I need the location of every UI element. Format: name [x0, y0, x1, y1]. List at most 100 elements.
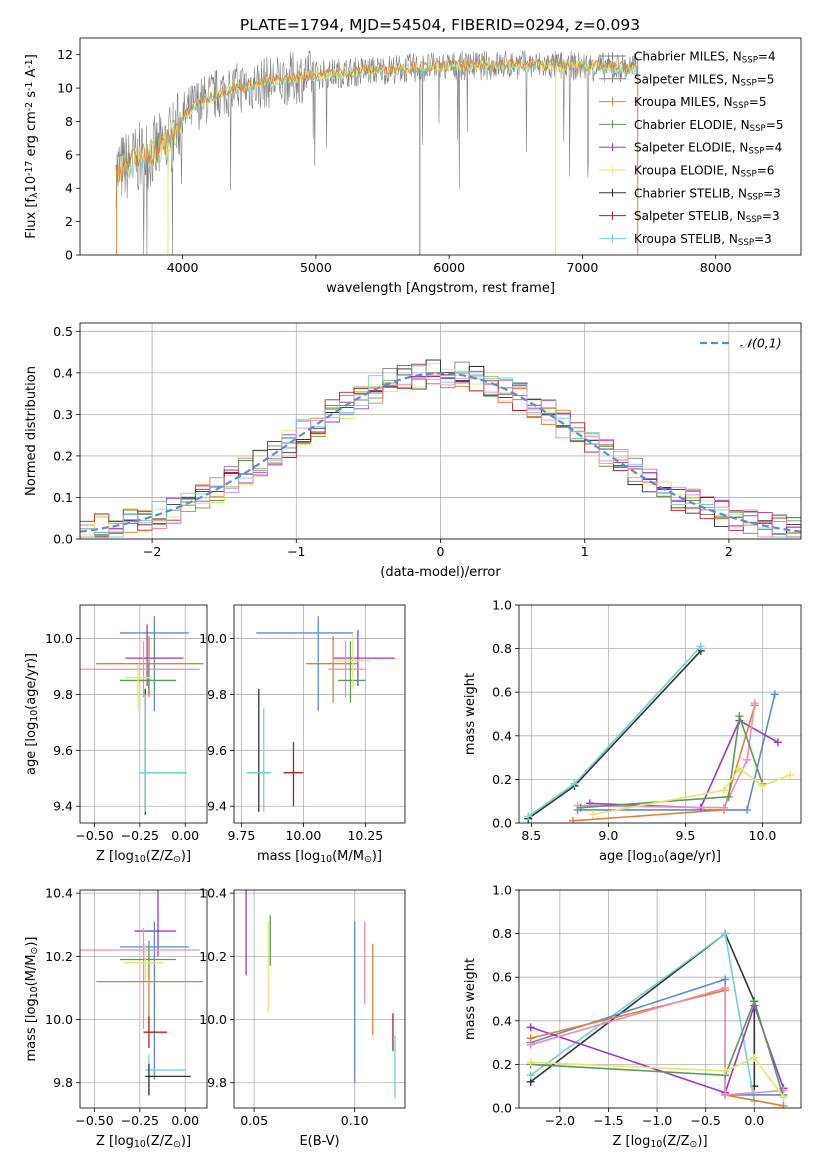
weight-marker [721, 929, 730, 938]
weight-series-line [589, 719, 779, 809]
errorbar-point [80, 641, 200, 698]
figure-title: PLATE=1794, MJD=54504, FIBERID=0294, z=0… [240, 16, 640, 34]
tick-label-y: 9.8 [53, 687, 73, 702]
weight-marker [568, 816, 577, 823]
model-spectrum-line [115, 59, 639, 187]
y-axis-label: age [log10(age/yr)] [24, 653, 40, 775]
errorbar-point [143, 1016, 168, 1048]
tick-label-y: 9.8 [207, 687, 227, 702]
errorbar-point [139, 694, 188, 812]
weight-marker [743, 755, 752, 764]
tick-label-x: 9.0 [598, 828, 618, 843]
weight-marker [721, 1090, 730, 1099]
errorbar-point [145, 1054, 186, 1096]
axes-frame [79, 322, 802, 540]
tick-label-x: 2 [725, 544, 733, 559]
weight-marker [724, 792, 733, 801]
weight-marker [758, 781, 767, 790]
tick-label-y: 9.6 [53, 743, 73, 758]
plot-area [245, 890, 396, 1099]
tick-label-y: 0.0 [492, 1101, 512, 1116]
tick-label-y: 12 [57, 47, 73, 62]
tick-label-x: −0.50 [75, 1113, 113, 1128]
tick-label-x: 9.5 [675, 828, 695, 843]
tick-label-x: 0 [437, 544, 445, 559]
tick-label-x: 1 [581, 544, 589, 559]
weight-marker [735, 764, 744, 773]
tick-label-x: 10.0 [749, 828, 777, 843]
weight-series [524, 642, 705, 821]
tick-label-y: 0.2 [492, 772, 512, 787]
errorbar-point [80, 927, 200, 1030]
legend-label: Chabrier STELIB, NSSP=3 [634, 186, 781, 202]
weight-marker [786, 771, 795, 780]
errorbar-point [333, 630, 396, 687]
tick-label-x: −0.25 [121, 1113, 159, 1128]
tick-label-x: 4000 [167, 260, 199, 275]
tick-label-y: 10.0 [45, 631, 73, 646]
weight-series-line [530, 998, 785, 1098]
weight-marker [721, 984, 730, 993]
x-axis-label: wavelength [Angstrom, rest frame] [326, 281, 555, 296]
tick-label-y: 9.4 [53, 799, 73, 814]
y-axis-label: mass weight [463, 673, 478, 755]
plot-area [246, 616, 396, 812]
weight-marker [773, 738, 782, 747]
plot-area [80, 616, 204, 815]
tick-label-y: 4 [65, 181, 73, 196]
errorbar-point [134, 890, 177, 957]
errorbar-point [96, 965, 204, 1033]
tick-label-y: 0.8 [492, 926, 512, 941]
tick-label-y: 0.0 [492, 816, 512, 831]
tick-label-y: 10.4 [45, 886, 73, 901]
tick-label-y: 0.0 [53, 532, 73, 547]
tick-label-y: 9.6 [207, 743, 227, 758]
weight-series [526, 929, 759, 1106]
tick-label-x: 5000 [300, 260, 332, 275]
tick-label-y: 0.1 [53, 490, 73, 505]
weight-marker [696, 642, 705, 651]
weight-series [573, 690, 779, 814]
tick-label-x: 8000 [700, 260, 732, 275]
tick-label-x: 7000 [567, 260, 599, 275]
legend-label: Chabrier MILES, NSSP=4 [634, 50, 776, 66]
weight-marker [750, 1053, 759, 1062]
plot-area [80, 890, 204, 1096]
model-spectrum-line [115, 57, 639, 183]
tick-label-x: 10.00 [285, 828, 321, 843]
y-axis-label: mass [log10(M/M⊙)] [24, 937, 40, 1062]
weight-series-line [527, 645, 702, 818]
normal-reference-curve [80, 372, 801, 533]
tick-label-y: 10.2 [45, 949, 73, 964]
panel-weight-vs-Z: −2.0 −1.5 −1.0 −0.5 0.0 0.0 0.2 0.4 0.6 0.8 1.0 Z [… [463, 883, 802, 1150]
tick-label-y: 1.0 [492, 883, 512, 898]
legend: Chabrier MILES, NSSP=4 Salpeter MILES, NS… [599, 50, 783, 248]
weight-marker [570, 779, 579, 788]
weight-marker [743, 805, 752, 814]
axes-frame [79, 604, 208, 824]
weight-marker [526, 1040, 535, 1049]
errorbar-point [125, 624, 184, 687]
tick-label-x: −2.0 [545, 1113, 575, 1128]
tick-label-x: −2 [143, 544, 161, 559]
tick-label-y: 10.2 [199, 949, 227, 964]
errorbar-point [119, 921, 189, 1080]
weight-series [588, 764, 795, 819]
tick-label-x: 6000 [433, 260, 465, 275]
tick-label-y: 2 [65, 214, 73, 229]
errorbar-point [246, 708, 272, 812]
legend-label: Kroupa MILES, NSSP=5 [634, 95, 767, 111]
tick-label-y: 0.4 [53, 365, 73, 380]
x-axis-label: age [log10(age/yr)] [599, 849, 721, 865]
tick-label-y: 0.3 [53, 407, 73, 422]
tick-label-y: 0.2 [492, 1057, 512, 1072]
plot-area [526, 929, 788, 1108]
x-axis-label: Z [log10(Z/Z⊙)] [96, 1134, 191, 1150]
model-spectrum-line [115, 59, 639, 182]
weight-series-line [577, 702, 756, 809]
weight-series-line [527, 650, 702, 820]
tick-label-y: 9.8 [53, 1075, 73, 1090]
tick-label-x: 0.05 [240, 1113, 268, 1128]
weight-marker [721, 1066, 730, 1075]
